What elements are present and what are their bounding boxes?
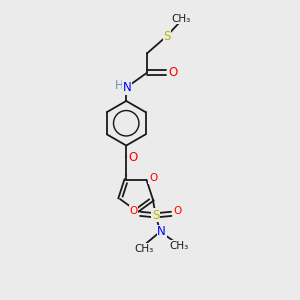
Text: S: S [152, 209, 159, 222]
Text: O: O [128, 151, 137, 164]
Text: O: O [174, 206, 182, 216]
Text: O: O [149, 173, 157, 183]
Text: O: O [130, 206, 138, 216]
Text: O: O [168, 66, 178, 79]
Text: H: H [115, 79, 124, 92]
Text: CH₃: CH₃ [134, 244, 154, 254]
Text: CH₃: CH₃ [169, 241, 188, 251]
Text: N: N [157, 225, 166, 238]
Text: S: S [163, 30, 171, 43]
Text: CH₃: CH₃ [172, 14, 191, 24]
Text: N: N [123, 81, 132, 94]
